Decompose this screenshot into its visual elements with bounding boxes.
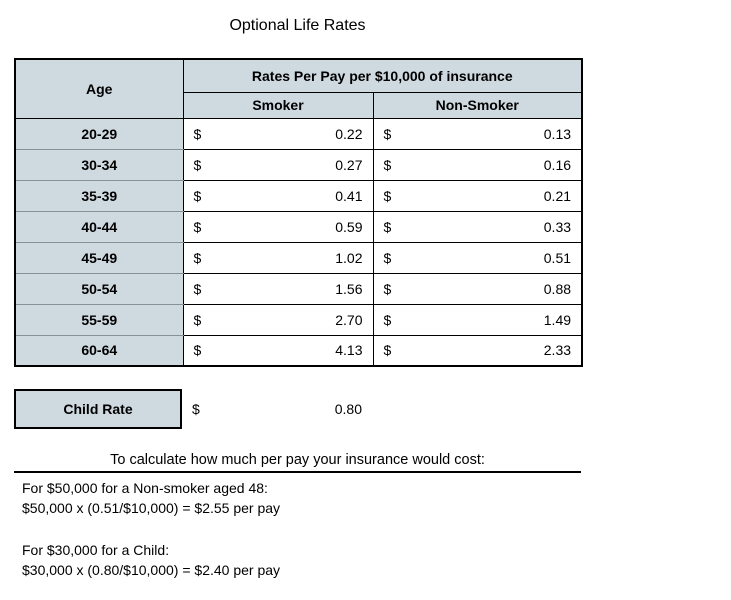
page-title: Optional Life Rates (229, 17, 366, 34)
currency-symbol: $ (383, 311, 392, 328)
child-rate-value: 0.80 (334, 401, 362, 417)
rate-value: 0.59 (335, 218, 363, 235)
child-rate-label-box: Child Rate (14, 389, 182, 429)
smoker-rate-cell: $0.41 (182, 179, 374, 212)
currency-symbol: $ (193, 125, 202, 142)
rate-value: 1.56 (335, 280, 363, 297)
currency-symbol: $ (193, 187, 202, 204)
age-column-header: Age (14, 58, 184, 119)
currency-symbol: $ (383, 187, 392, 204)
age-range-cell: 60-64 (14, 334, 184, 367)
rates-group-header: Rates Per Pay per $10,000 of insurance (182, 58, 583, 93)
currency-symbol: $ (193, 249, 202, 266)
currency-symbol: $ (383, 125, 392, 142)
non-smoker-rate-cell: $0.51 (372, 241, 583, 274)
table-row: 40-44 $0.59 $0.33 (14, 210, 583, 243)
rate-value: 2.70 (335, 311, 363, 328)
header-row-sub: Smoker Non-Smoker (15, 91, 583, 119)
currency-symbol: $ (193, 218, 202, 235)
smoker-rate-cell: $4.13 (182, 334, 374, 367)
table-row: 20-29 $0.22 $0.13 (14, 117, 583, 150)
calculation-example-2: For $30,000 for a Child: $30,000 x (0.80… (14, 540, 581, 580)
currency-symbol: $ (193, 311, 202, 328)
rate-value: 1.49 (543, 311, 572, 328)
age-range-cell: 45-49 (14, 241, 184, 274)
rate-value: 4.13 (335, 342, 363, 359)
example-intro: For $30,000 for a Child: (22, 542, 170, 558)
age-range-cell: 40-44 (14, 210, 184, 243)
smoker-rate-cell: $0.22 (182, 117, 374, 150)
example-intro: For $50,000 for a Non-smoker aged 48: (22, 480, 268, 496)
rate-value: 0.27 (335, 156, 363, 173)
currency-symbol: $ (193, 280, 202, 297)
calculation-section: To calculate how much per pay your insur… (14, 452, 581, 580)
smoker-rate-cell: $1.56 (182, 272, 374, 305)
smoker-rate-cell: $0.59 (182, 210, 374, 243)
smoker-rate-cell: $1.02 (182, 241, 374, 274)
rate-value: 0.33 (543, 218, 572, 235)
rate-value: 2.33 (543, 342, 572, 359)
header-row-group: Age Rates Per Pay per $10,000 of insuran… (14, 58, 583, 119)
rate-value: 0.13 (543, 125, 572, 142)
table-row: 45-49 $1.02 $0.51 (14, 241, 583, 274)
rate-value: 0.16 (543, 156, 572, 173)
table-row: 60-64 $4.13 $2.33 (14, 334, 583, 367)
smoker-rate-cell: $0.27 (182, 148, 374, 181)
age-range-cell: 20-29 (14, 117, 184, 150)
child-rate-row: Child Rate $ 0.80 (14, 389, 372, 429)
child-rate-label: Child Rate (63, 401, 133, 417)
table-row: 50-54 $1.56 $0.88 (14, 272, 583, 305)
smoker-column-header: Smoker (182, 91, 374, 119)
calculation-heading: To calculate how much per pay your insur… (14, 452, 581, 473)
table-row: 35-39 $0.41 $0.21 (14, 179, 583, 212)
non-smoker-rate-cell: $0.88 (372, 272, 583, 305)
non-smoker-rate-cell: $0.33 (372, 210, 583, 243)
age-range-cell: 30-34 (14, 148, 184, 181)
rate-value: 0.22 (335, 125, 363, 142)
example-formula: $50,000 x (0.51/$10,000) = $2.55 per pay (22, 500, 281, 516)
age-range-cell: 35-39 (14, 179, 184, 212)
table-row: 55-59 $2.70 $1.49 (14, 303, 583, 336)
non-smoker-rate-cell: $2.33 (372, 334, 583, 367)
rate-value: 0.21 (543, 187, 572, 204)
rate-value: 0.51 (543, 249, 572, 266)
currency-symbol: $ (193, 342, 202, 359)
currency-symbol: $ (383, 280, 392, 297)
rate-value: 0.41 (335, 187, 363, 204)
currency-symbol: $ (193, 156, 202, 173)
currency-symbol: $ (383, 249, 392, 266)
example-formula: $30,000 x (0.80/$10,000) = $2.40 per pay (22, 562, 281, 578)
non-smoker-rate-cell: $0.13 (372, 117, 583, 150)
non-smoker-rate-cell: $0.16 (372, 148, 583, 181)
calculation-example-1: For $50,000 for a Non-smoker aged 48: $5… (14, 478, 581, 518)
rates-table: Age Rates Per Pay per $10,000 of insuran… (14, 58, 584, 367)
child-rate-value-cell: $ 0.80 (182, 389, 372, 429)
rate-value: 1.02 (335, 249, 363, 266)
age-range-cell: 55-59 (14, 303, 184, 336)
smoker-rate-cell: $2.70 (182, 303, 374, 336)
currency-symbol: $ (383, 218, 392, 235)
currency-symbol: $ (192, 401, 200, 417)
age-range-cell: 50-54 (14, 272, 184, 305)
currency-symbol: $ (383, 342, 392, 359)
rate-value: 0.88 (543, 280, 572, 297)
non-smoker-column-header: Non-Smoker (372, 91, 583, 119)
non-smoker-rate-cell: $1.49 (372, 303, 583, 336)
table-row: 30-34 $0.27 $0.16 (14, 148, 583, 181)
non-smoker-rate-cell: $0.21 (372, 179, 583, 212)
currency-symbol: $ (383, 156, 392, 173)
